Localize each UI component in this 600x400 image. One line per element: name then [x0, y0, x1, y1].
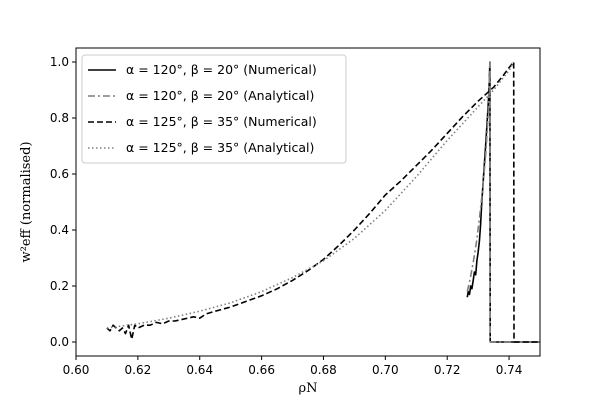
y-tick-label: 1.0 [50, 55, 69, 69]
y-tick-label: 0.4 [50, 223, 69, 237]
legend-label-3: α = 125°, β = 35° (Numerical) [126, 114, 317, 129]
x-tick-label: 0.74 [496, 363, 523, 377]
legend: α = 120°, β = 20° (Numerical) α = 120°, β… [81, 54, 347, 164]
y-tick-label: 0.0 [50, 335, 69, 349]
y-tick-label: 0.2 [50, 279, 69, 293]
x-tick-label: 0.64 [186, 363, 213, 377]
y-tick-label: 0.6 [50, 167, 69, 181]
series-line-2 [466, 61, 540, 343]
x-tick-label: 0.68 [310, 363, 337, 377]
x-tick-label: 0.60 [63, 363, 90, 377]
axes-frame [75, 47, 541, 357]
legend-label-1: α = 120°, β = 20° (Numerical) [126, 62, 317, 77]
y-axis-label: w²eff (normalised) [19, 141, 34, 262]
x-axis-label: ρN [298, 381, 317, 396]
x-axis-ticks: 0.60 0.62 0.64 0.66 0.68 0.70 0.72 0.74 [63, 356, 523, 377]
y-tick-label: 0.8 [50, 111, 69, 125]
series-line-3 [106, 61, 540, 343]
legend-label-2: α = 120°, β = 20° (Analytical) [126, 88, 314, 103]
y-axis-ticks: 0.0 0.2 0.4 0.6 0.8 1.0 [50, 55, 76, 349]
x-tick-label: 0.70 [372, 363, 399, 377]
series-line-1 [466, 61, 540, 343]
legend-box [81, 54, 347, 164]
plot-area [106, 61, 540, 343]
x-tick-label: 0.62 [125, 363, 152, 377]
x-tick-label: 0.66 [248, 363, 275, 377]
legend-label-4: α = 125°, β = 35° (Analytical) [126, 140, 314, 155]
x-tick-label: 0.72 [434, 363, 461, 377]
